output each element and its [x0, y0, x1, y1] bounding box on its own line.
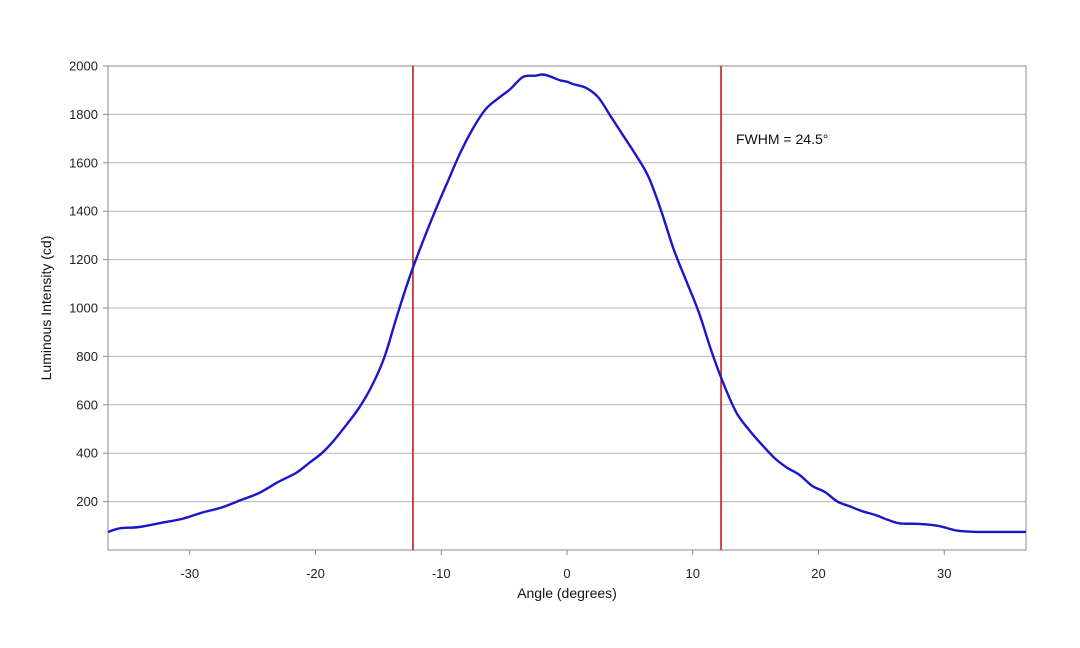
intensity-curve [107, 73, 1026, 534]
x-tick-label: -20 [306, 566, 325, 581]
fwhm-annotation: FWHM = 24.5° [736, 131, 828, 147]
x-tick-label: -10 [432, 566, 451, 581]
y-tick-label: 2000 [69, 59, 98, 74]
y-axis-title: Luminous Intensity (cd) [38, 236, 54, 381]
gridlines [108, 65, 1026, 503]
x-tick-label: 20 [811, 566, 825, 581]
y-tick-labels: 200 400 600 800 1000 1200 1400 1600 1800 2000 [69, 59, 108, 509]
y-tick-label: 200 [76, 494, 98, 509]
x-tick-labels: -30 -20 -10 0 10 20 30 [180, 550, 951, 581]
y-tick-label: 400 [76, 446, 98, 461]
y-tick-label: 800 [76, 349, 98, 364]
y-tick-label: 1600 [69, 155, 98, 170]
x-tick-label: 10 [686, 566, 700, 581]
y-tick-label: 600 [76, 397, 98, 412]
y-tick-label: 1800 [69, 107, 98, 122]
x-tick-label: -30 [180, 566, 199, 581]
y-tick-label: 1000 [69, 301, 98, 316]
x-tick-label: 0 [563, 566, 570, 581]
x-tick-label: 30 [937, 566, 951, 581]
fwhm-marker-lines [412, 66, 722, 550]
y-tick-label: 1400 [69, 204, 98, 219]
y-tick-label: 1200 [69, 252, 98, 267]
x-axis-title: Angle (degrees) [517, 585, 617, 601]
